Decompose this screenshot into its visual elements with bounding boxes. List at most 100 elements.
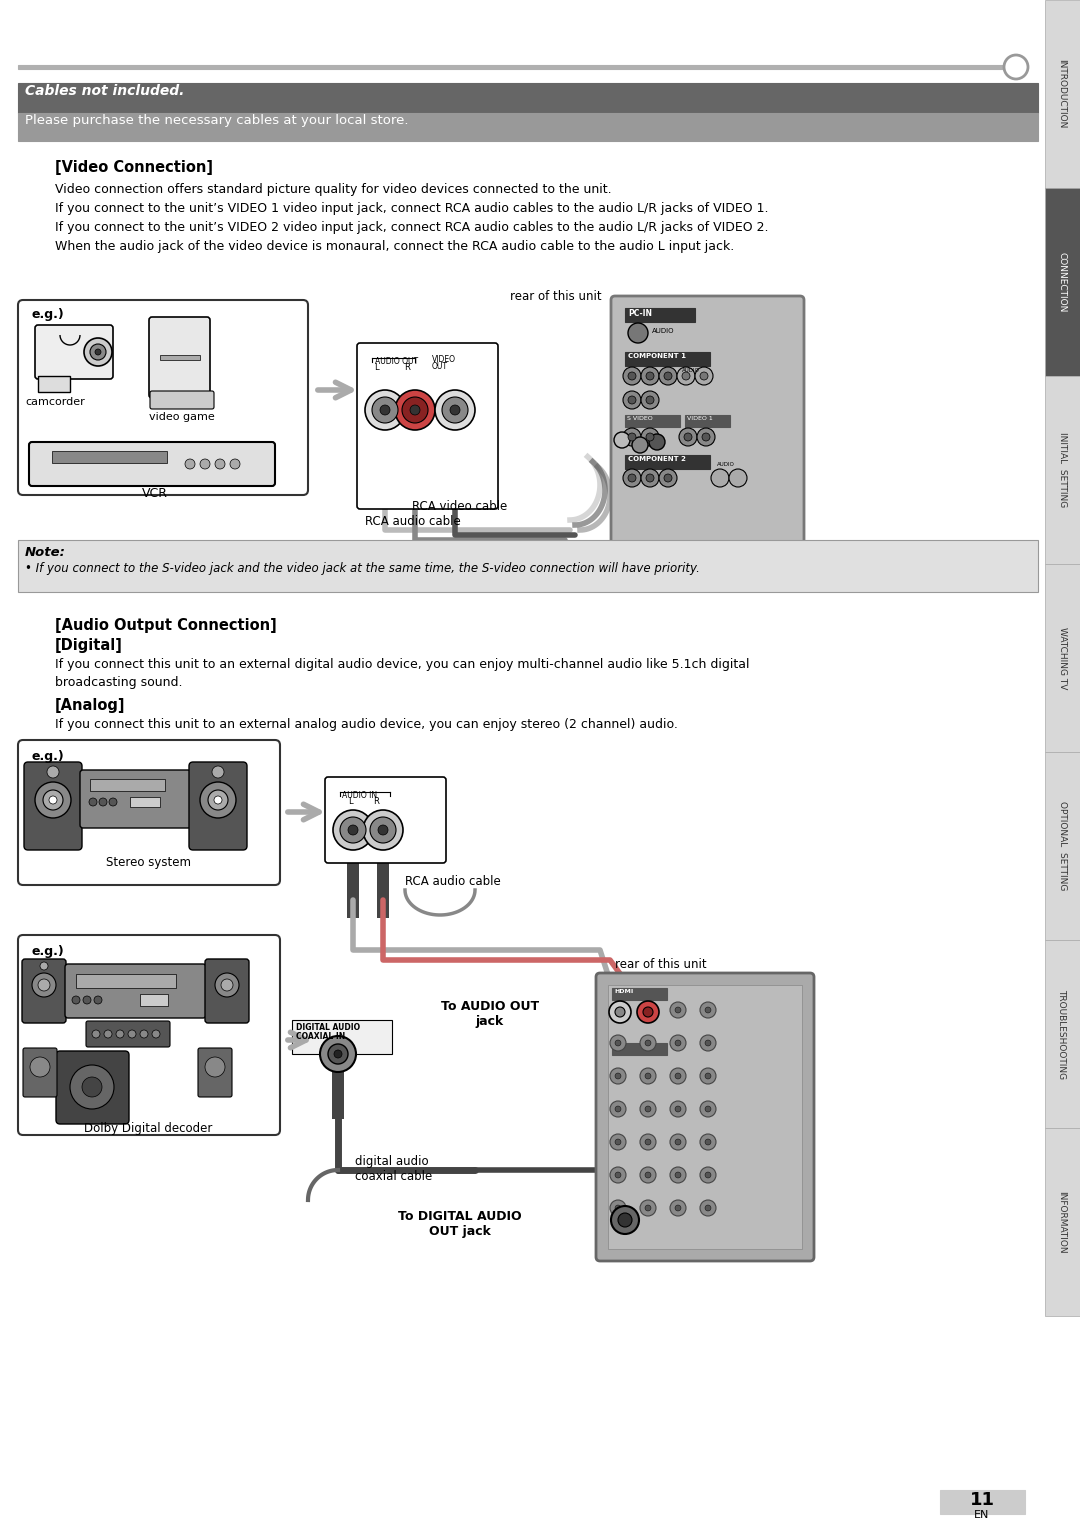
Circle shape bbox=[215, 974, 239, 996]
Circle shape bbox=[610, 1167, 626, 1183]
Circle shape bbox=[333, 810, 373, 850]
Bar bbox=[1045, 188, 1080, 375]
Circle shape bbox=[618, 1213, 632, 1227]
Text: Dolby Digital decoder: Dolby Digital decoder bbox=[84, 1122, 212, 1135]
FancyBboxPatch shape bbox=[18, 935, 280, 1135]
Circle shape bbox=[700, 372, 708, 380]
Bar bbox=[1045, 1128, 1080, 1315]
Text: Note:: Note: bbox=[25, 546, 66, 559]
Circle shape bbox=[640, 1100, 656, 1117]
Text: Please purchase the necessary cables at your local store.: Please purchase the necessary cables at … bbox=[25, 114, 408, 127]
Text: When the audio jack of the video device is monaural, connect the RCA audio cable: When the audio jack of the video device … bbox=[55, 240, 734, 253]
Bar bbox=[130, 797, 160, 807]
Circle shape bbox=[435, 391, 475, 430]
Circle shape bbox=[320, 1036, 356, 1071]
Bar bbox=[1045, 565, 1080, 752]
Text: RCA audio cable: RCA audio cable bbox=[365, 514, 461, 528]
Circle shape bbox=[89, 798, 97, 806]
Text: COMPONENT 1: COMPONENT 1 bbox=[627, 353, 686, 359]
FancyArrowPatch shape bbox=[318, 382, 351, 398]
Text: If you connect this unit to an external analog audio device, you can enjoy stere: If you connect this unit to an external … bbox=[55, 719, 678, 731]
Text: To DIGITAL AUDIO
OUT jack: To DIGITAL AUDIO OUT jack bbox=[399, 1210, 522, 1238]
Text: INTRODUCTION: INTRODUCTION bbox=[1057, 60, 1067, 128]
Text: camcorder: camcorder bbox=[25, 397, 85, 407]
Circle shape bbox=[640, 1134, 656, 1151]
FancyBboxPatch shape bbox=[357, 343, 498, 510]
Text: RCA video cable: RCA video cable bbox=[411, 501, 508, 513]
Circle shape bbox=[35, 781, 71, 818]
Text: [Digital]: [Digital] bbox=[55, 638, 123, 653]
Circle shape bbox=[370, 816, 396, 842]
Circle shape bbox=[705, 1206, 711, 1212]
Bar bbox=[140, 993, 168, 1006]
FancyBboxPatch shape bbox=[23, 1048, 57, 1097]
Circle shape bbox=[705, 1172, 711, 1178]
Text: L: L bbox=[348, 797, 353, 806]
Circle shape bbox=[212, 766, 224, 778]
Circle shape bbox=[675, 1007, 681, 1013]
FancyBboxPatch shape bbox=[149, 317, 210, 398]
Text: e.g.): e.g.) bbox=[32, 308, 65, 320]
Text: VCR: VCR bbox=[141, 487, 168, 501]
Text: e.g.): e.g.) bbox=[32, 945, 65, 958]
Text: DIGITAL AUDIO: DIGITAL AUDIO bbox=[296, 1022, 360, 1032]
Text: Cables not included.: Cables not included. bbox=[25, 84, 185, 98]
FancyBboxPatch shape bbox=[86, 1021, 170, 1047]
Circle shape bbox=[615, 1007, 625, 1016]
Circle shape bbox=[615, 1106, 621, 1112]
Circle shape bbox=[83, 996, 91, 1004]
Circle shape bbox=[675, 1172, 681, 1178]
Circle shape bbox=[646, 397, 654, 404]
Circle shape bbox=[711, 468, 729, 487]
Circle shape bbox=[627, 372, 636, 380]
Text: broadcasting sound.: broadcasting sound. bbox=[55, 676, 183, 690]
Bar bbox=[90, 778, 165, 790]
Circle shape bbox=[681, 372, 690, 380]
Circle shape bbox=[700, 1134, 716, 1151]
Bar bbox=[380, 427, 390, 508]
Circle shape bbox=[363, 810, 403, 850]
Circle shape bbox=[1004, 55, 1028, 79]
Text: R: R bbox=[373, 797, 379, 806]
Circle shape bbox=[380, 404, 390, 415]
Circle shape bbox=[402, 397, 428, 423]
Circle shape bbox=[99, 798, 107, 806]
Text: rear of this unit: rear of this unit bbox=[510, 290, 602, 304]
Bar bbox=[410, 427, 420, 508]
Circle shape bbox=[221, 980, 233, 990]
Circle shape bbox=[642, 427, 659, 446]
Circle shape bbox=[705, 1041, 711, 1045]
Circle shape bbox=[640, 1035, 656, 1051]
Text: WATCHING TV: WATCHING TV bbox=[1057, 627, 1067, 690]
Bar bbox=[38, 375, 70, 392]
Bar bbox=[18, 66, 1013, 69]
Circle shape bbox=[696, 366, 713, 385]
Circle shape bbox=[450, 404, 460, 415]
Circle shape bbox=[675, 1138, 681, 1144]
Circle shape bbox=[675, 1041, 681, 1045]
Circle shape bbox=[640, 1068, 656, 1083]
Bar bbox=[625, 308, 696, 322]
Circle shape bbox=[670, 1134, 686, 1151]
Circle shape bbox=[90, 343, 106, 360]
Circle shape bbox=[615, 1138, 621, 1144]
FancyBboxPatch shape bbox=[80, 771, 191, 829]
Circle shape bbox=[372, 397, 399, 423]
Circle shape bbox=[705, 1073, 711, 1079]
Circle shape bbox=[30, 1058, 50, 1077]
Circle shape bbox=[43, 790, 63, 810]
FancyBboxPatch shape bbox=[189, 761, 247, 850]
Circle shape bbox=[615, 1172, 621, 1178]
Bar bbox=[625, 353, 710, 366]
Circle shape bbox=[609, 1001, 631, 1022]
Circle shape bbox=[340, 816, 366, 842]
Text: • If you connect to the S-video jack and the video jack at the same time, the S-: • If you connect to the S-video jack and… bbox=[25, 562, 700, 575]
FancyBboxPatch shape bbox=[29, 443, 275, 485]
Circle shape bbox=[702, 433, 710, 441]
Circle shape bbox=[152, 1030, 160, 1038]
Circle shape bbox=[679, 427, 697, 446]
Bar bbox=[625, 455, 710, 468]
FancyArrowPatch shape bbox=[287, 804, 319, 819]
Circle shape bbox=[637, 1001, 659, 1022]
Circle shape bbox=[670, 1068, 686, 1083]
